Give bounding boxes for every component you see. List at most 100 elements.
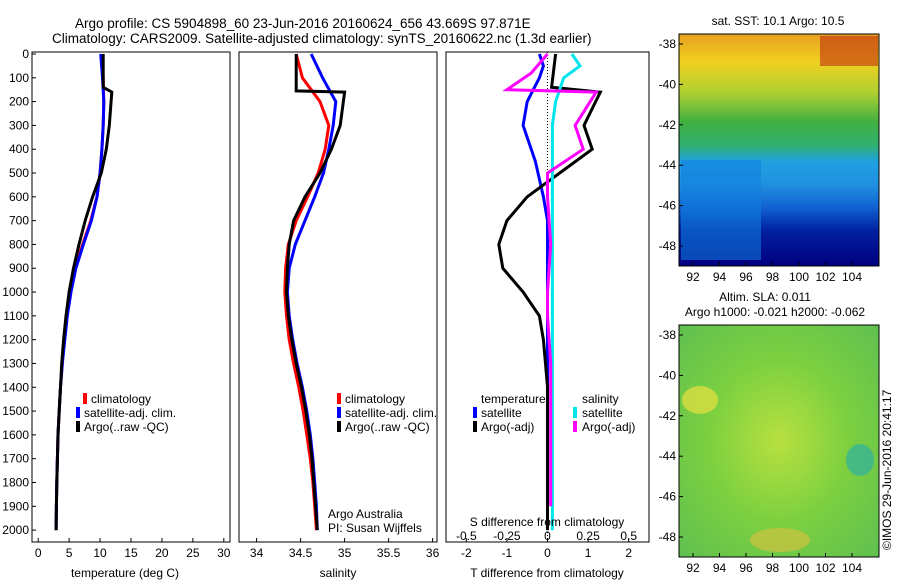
sst-map-title: sat. SST: 10.1 Argo: 10.5 (712, 14, 845, 28)
depth-tick-label: 1400 (2, 380, 29, 394)
t-difference-axis-tick-label: 0 (544, 546, 551, 560)
map-lat-tick-label: -38 (659, 37, 677, 51)
temperature-axis-tick-label: 0 (35, 546, 42, 560)
legend-title-salinity: salinity (582, 392, 619, 406)
legend-swatch-s-argo (573, 421, 577, 432)
salinity-footer-pi: PI: Susan Wijffels (328, 521, 422, 535)
t-difference-axis-tick-label: -1 (502, 546, 513, 560)
map-lat-tick-label: -42 (659, 118, 677, 132)
depth-tick-label: 100 (9, 71, 29, 85)
depth-tick-label: 500 (9, 166, 29, 180)
temperature-axis-tick-label: 5 (66, 546, 73, 560)
temperature-axis-ticks: 0 5 10 15 20 25 30 (35, 538, 231, 560)
map-lon-tick-label: 100 (789, 270, 809, 284)
temperature-lines (54, 53, 114, 531)
salinity-series-line (284, 54, 347, 531)
map-lon-tick-label: 98 (766, 561, 780, 575)
map-lon-tick-label: 94 (713, 561, 727, 575)
legend-swatch-satellite (337, 407, 341, 418)
map-lat-tick-label: -44 (659, 449, 677, 463)
depth-tick-label: 200 (9, 95, 29, 109)
difference-panel: -2 -1 0 1 2 -0.5 -0.25 0 0.25 0.5 T difference f… (445, 51, 650, 580)
salinity-axis-tick-label: 36 (426, 546, 440, 560)
legend-swatch-s-satellite (573, 407, 577, 418)
legend-label-s-argo: Argo(-adj) (582, 420, 635, 434)
s-difference-tick-label: 0 (544, 529, 551, 543)
temperature-axis-tick-label: 30 (217, 546, 231, 560)
salinity-axis-tick-label: 35.5 (377, 546, 401, 560)
depth-axis-ticks: 0 100 200 300 400 500 600 700 800 900 1000 1100 1200… (2, 47, 36, 537)
map-lon-tick-label: 96 (739, 561, 753, 575)
map-lon-tick-label: 102 (815, 270, 835, 284)
map-lat-tick-label: -46 (659, 199, 677, 213)
sla-map-title2: Argo h1000: -0.021 h2000: -0.062 (685, 305, 865, 319)
legend-swatch-climatology (83, 393, 87, 404)
legend-label-t-satellite: satellite (481, 406, 522, 420)
legend-swatch-t-satellite (473, 407, 477, 418)
map-lon-tick-label: 94 (713, 270, 727, 284)
legend-swatch-t-argo (473, 421, 477, 432)
temperature-panel: 0100200300400500600700800900100011001200… (2, 47, 231, 580)
legend-label-climatology: climatology (345, 392, 405, 406)
difference-series-line (550, 53, 583, 531)
sla-high-patch (682, 386, 718, 414)
temperature-axis-tick-label: 10 (93, 546, 107, 560)
legend-swatch-satellite (76, 407, 80, 418)
legend-swatch-argo (76, 421, 80, 432)
map-lat-tick-label: -40 (659, 368, 677, 382)
depth-tick-label: 1000 (2, 285, 29, 299)
t-difference-axis-tick-label: -2 (461, 546, 472, 560)
t-difference-axis-tick-label: 1 (585, 546, 592, 560)
salinity-series-line (283, 53, 331, 531)
s-difference-tick-label: 0.25 (576, 529, 600, 543)
s-difference-tick-label: -0.5 (456, 529, 477, 543)
map-lon-tick-label: 92 (686, 270, 700, 284)
legend-label-satellite: satellite-adj. clim. (345, 406, 437, 420)
depth-tick-label: 400 (9, 142, 29, 156)
temperature-axis-tick-label: 20 (155, 546, 169, 560)
legend-swatch-argo (337, 421, 341, 432)
legend-label-argo: Argo(..raw -QC) (345, 420, 430, 434)
legend-swatch-climatology (337, 393, 341, 404)
temperature-plot-frame (31, 51, 231, 543)
depth-tick-label: 1900 (2, 499, 29, 513)
legend-label-satellite: satellite-adj. clim. (84, 406, 176, 420)
depth-tick-label: 1800 (2, 475, 29, 489)
map-lon-tick-label: 100 (789, 561, 809, 575)
depth-tick-label: 1600 (2, 428, 29, 442)
difference-legend: temperature satellite Argo(-adj) salinit… (473, 392, 635, 434)
legend-label-argo: Argo(..raw -QC) (84, 420, 169, 434)
sst-map-ticks: -38 -40 -42 -44 -46 -48 92 94 96 98 100 102 104 (659, 37, 863, 284)
legend-label-t-argo: Argo(-adj) (481, 420, 534, 434)
header-line2: Climatology: CARS2009. Satellite-adjuste… (52, 31, 592, 46)
depth-tick-label: 700 (9, 214, 29, 228)
t-difference-xlabel: T difference from climatology (470, 566, 624, 580)
depth-tick-label: 0 (22, 47, 29, 61)
depth-tick-label: 1100 (3, 309, 29, 323)
sla-high-patch-2 (750, 528, 810, 552)
map-lat-tick-label: -48 (659, 530, 677, 544)
header-line1: Argo profile: CS 5904898_60 23-Jun-2016 … (75, 16, 531, 31)
temperature-series-line (54, 54, 114, 531)
salinity-axis-tick-label: 34.5 (289, 546, 313, 560)
salinity-legend: climatology satellite-adj. clim. Argo(..… (337, 392, 437, 434)
map-lon-tick-label: 104 (842, 561, 862, 575)
sst-warm-patch (820, 36, 878, 66)
depth-tick-label: 1300 (2, 356, 29, 370)
sst-cool-patch (681, 160, 761, 260)
map-lat-tick-label: -48 (659, 239, 677, 253)
s-difference-tick-label: 0.5 (620, 529, 637, 543)
temperature-xlabel: temperature (deg C) (71, 566, 179, 580)
depth-tick-label: 2000 (2, 523, 29, 537)
depth-tick-label: 900 (9, 261, 29, 275)
salinity-footer-org: Argo Australia (328, 507, 403, 521)
legend-label-s-satellite: satellite (582, 406, 623, 420)
depth-tick-label: 600 (9, 190, 29, 204)
difference-series-line (502, 53, 599, 507)
sla-map-title1: Altim. SLA: 0.011 (719, 290, 811, 304)
salinity-panel: 34 34.5 35 35.5 36 salinity climatology sate… (238, 51, 440, 580)
legend-title-temperature: temperature (481, 392, 546, 406)
t-difference-axis-tick-label: 2 (625, 546, 632, 560)
depth-tick-label: 800 (9, 237, 29, 251)
